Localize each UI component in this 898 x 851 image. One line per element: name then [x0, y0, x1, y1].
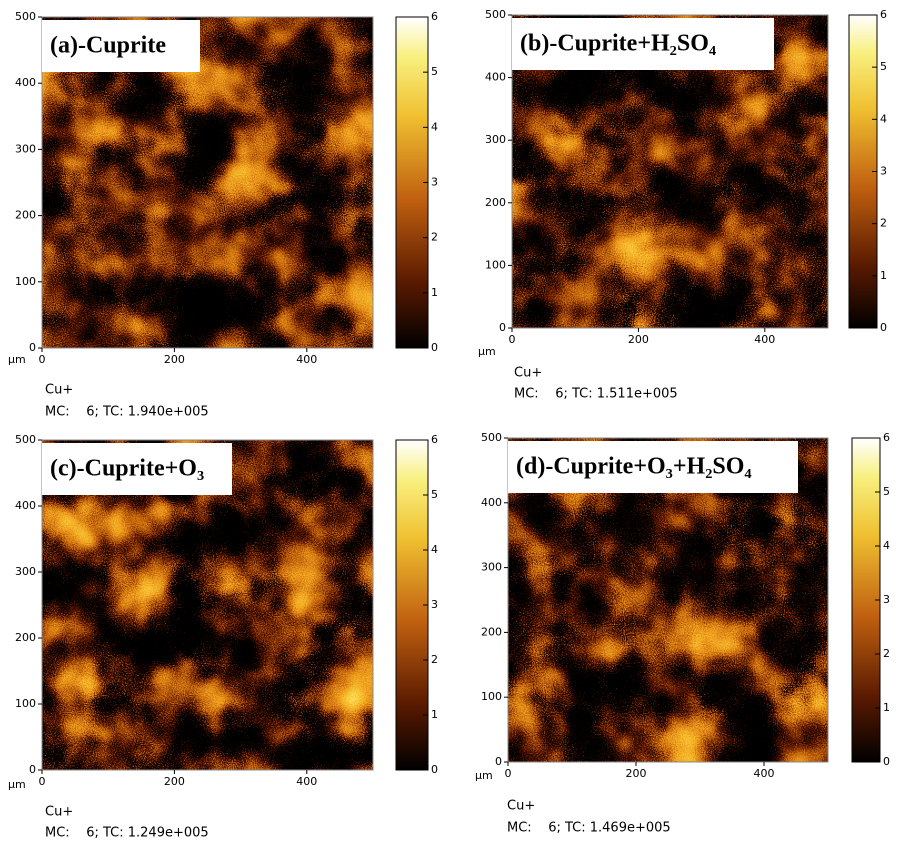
panel: 0 200 400 0 100 200 300 400 500 0 1 2 3 4 5 6 (b)-Cuprit… — [478, 8, 887, 402]
title-box — [512, 18, 774, 70]
species-label: Cu+ — [507, 799, 535, 814]
counts-info: MC: 6; TC: 1.940e+005 — [45, 405, 209, 420]
colorbar-tick-label: 2 — [431, 231, 438, 244]
x-tick-label: 0 — [39, 353, 46, 366]
colorbar-tick-label: 3 — [431, 598, 438, 611]
colorbar-tick-label: 3 — [431, 176, 438, 189]
x-tick-label: 0 — [509, 333, 516, 346]
title-box — [508, 441, 798, 493]
x-tick-label: 200 — [164, 353, 185, 366]
title-box — [42, 443, 232, 495]
plot-frame — [511, 14, 829, 329]
colorbar-tick-label: 6 — [431, 10, 438, 23]
x-tick-label: 0 — [505, 767, 512, 780]
x-axis-unit: µm — [475, 769, 493, 782]
y-tick-label: 100 — [15, 275, 36, 288]
colorbar-tick-label: 1 — [880, 269, 887, 282]
panel-title: (c)-Cuprite+O₃ — [50, 456, 204, 482]
colorbar-tick-label: 5 — [880, 60, 887, 73]
colorbar-tick-label: 0 — [431, 763, 438, 776]
colorbar — [395, 439, 429, 771]
y-tick-label: 500 — [15, 10, 36, 23]
y-tick-label: 0 — [499, 321, 506, 334]
colorbar-tick-label: 3 — [883, 593, 890, 606]
counts-info: MC: 6; TC: 1.511e+005 — [514, 387, 678, 402]
plot-frame — [41, 439, 374, 771]
colorbar-tick-label: 4 — [880, 112, 887, 125]
panel: 0 200 400 0 100 200 300 400 500 0 1 2 3 4 5 6 (c)-Cuprit… — [8, 433, 438, 841]
y-tick-label: 0 — [495, 755, 502, 768]
colorbar-tick-label: 6 — [431, 433, 438, 446]
plot-frame — [41, 16, 374, 349]
colorbar-tick-label: 5 — [883, 485, 890, 498]
y-tick-label: 200 — [485, 196, 506, 209]
panel-title: (b)-Cuprite+H₂SO₄ — [520, 31, 716, 57]
colorbar-tick-label: 6 — [883, 431, 890, 444]
y-tick-label: 400 — [15, 499, 36, 512]
colorbar-tick-label: 1 — [431, 708, 438, 721]
colorbar-tick-label: 0 — [883, 755, 890, 768]
colorbar — [395, 16, 429, 349]
species-label: Cu+ — [45, 805, 73, 820]
colorbar-tick-label: 6 — [880, 8, 887, 21]
x-tick-label: 200 — [626, 767, 647, 780]
panel: 0 200 400 0 100 200 300 400 500 0 1 2 3 4 5 6 (a)-Cuprit… — [8, 10, 438, 420]
y-tick-label: 200 — [481, 625, 502, 638]
y-tick-label: 200 — [15, 631, 36, 644]
colorbar-tick-label: 5 — [431, 65, 438, 78]
counts-info: MC: 6; TC: 1.469e+005 — [507, 821, 671, 836]
y-tick-label: 100 — [481, 690, 502, 703]
y-tick-label: 0 — [29, 763, 36, 776]
y-tick-label: 100 — [485, 258, 506, 271]
y-tick-label: 400 — [485, 71, 506, 84]
x-tick-label: 400 — [754, 333, 775, 346]
x-axis-unit: µm — [8, 353, 26, 366]
colorbar-tick-label: 5 — [431, 488, 438, 501]
colorbar-tick-label: 2 — [880, 217, 887, 230]
y-tick-label: 300 — [15, 565, 36, 578]
y-tick-label: 400 — [481, 496, 502, 509]
y-tick-label: 500 — [485, 8, 506, 21]
y-tick-label: 500 — [481, 431, 502, 444]
y-tick-label: 0 — [29, 341, 36, 354]
colorbar-tick-label: 1 — [431, 286, 438, 299]
x-tick-label: 400 — [296, 775, 317, 788]
x-axis-unit: µm — [478, 345, 496, 358]
y-tick-label: 300 — [15, 142, 36, 155]
colorbar-tick-label: 2 — [431, 653, 438, 666]
colorbar-tick-label: 1 — [883, 701, 890, 714]
colorbar-tick-label: 3 — [880, 165, 887, 178]
title-box — [42, 20, 200, 72]
colorbar-tick-label: 4 — [883, 539, 890, 552]
panel-title: (a)-Cuprite — [50, 33, 166, 59]
species-label: Cu+ — [45, 383, 73, 398]
colorbar-tick-label: 0 — [431, 341, 438, 354]
y-tick-label: 400 — [15, 76, 36, 89]
colorbar-tick-label: 2 — [883, 647, 890, 660]
y-tick-label: 300 — [481, 561, 502, 574]
x-tick-label: 200 — [164, 775, 185, 788]
y-tick-label: 300 — [485, 133, 506, 146]
x-tick-label: 400 — [754, 767, 775, 780]
x-tick-label: 200 — [628, 333, 649, 346]
species-label: Cu+ — [514, 366, 542, 381]
y-tick-label: 100 — [15, 697, 36, 710]
y-tick-label: 500 — [15, 433, 36, 446]
colorbar-tick-label: 0 — [880, 321, 887, 334]
x-tick-label: 400 — [296, 353, 317, 366]
plot-frame — [507, 437, 829, 763]
x-axis-unit: µm — [8, 778, 26, 791]
colorbar-tick-label: 4 — [431, 543, 438, 556]
map-image — [42, 17, 373, 348]
x-tick-label: 0 — [39, 775, 46, 788]
counts-info: MC: 6; TC: 1.249e+005 — [45, 826, 209, 841]
colorbar-tick-label: 4 — [431, 120, 438, 133]
panel: 0 200 400 0 100 200 300 400 500 0 1 2 3 4 5 6 (d)-Cuprit… — [475, 431, 890, 836]
panel-title: (d)-Cuprite+O₃+H₂SO₄ — [516, 454, 752, 480]
y-tick-label: 200 — [15, 209, 36, 222]
